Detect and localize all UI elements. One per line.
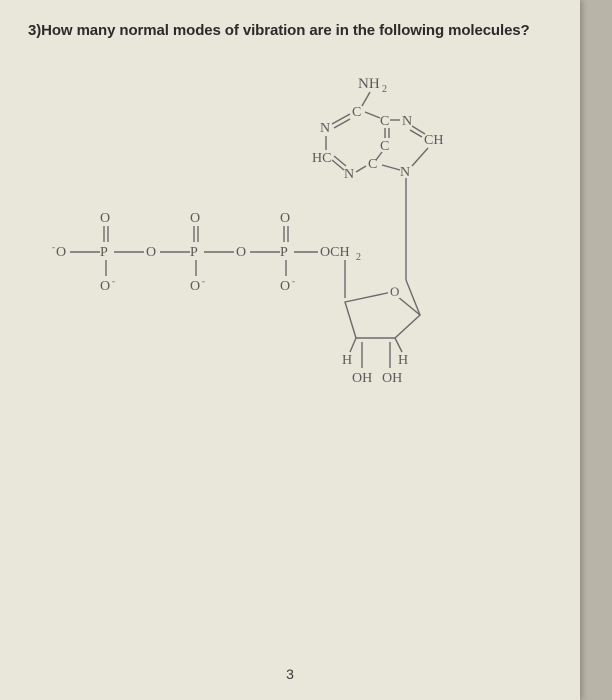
page-number: 3 — [0, 666, 580, 682]
n1: N — [320, 121, 330, 136]
bond — [376, 152, 382, 160]
bond — [356, 166, 366, 172]
o-bridge-2: O — [236, 245, 246, 260]
nh2-label: NH — [358, 76, 380, 92]
p2-neg: - — [202, 276, 205, 286]
o-left: O — [56, 245, 66, 260]
n9: N — [400, 165, 410, 180]
bond — [334, 119, 350, 128]
bond — [412, 148, 428, 166]
ribose-o: O — [390, 284, 399, 299]
c-top-right: C — [380, 114, 389, 129]
p1: P — [100, 245, 108, 260]
p3: P — [280, 245, 288, 260]
bond — [362, 92, 370, 106]
ribose-ring — [345, 292, 420, 338]
bond — [382, 165, 400, 170]
nh2-sub: 2 — [382, 84, 387, 95]
ch: CH — [424, 133, 443, 148]
och2-sub: 2 — [356, 252, 361, 263]
hc: HC — [312, 151, 331, 166]
p1-o-neg: O — [100, 279, 110, 294]
molecule-diagram: NH 2 C N C N HC N C — [0, 70, 580, 400]
bond — [395, 338, 402, 352]
p2-o-dbl: O — [190, 211, 200, 226]
paper-sheet: 3)How many normal modes of vibration are… — [0, 0, 580, 700]
bond — [365, 112, 380, 118]
c-top-left: C — [352, 105, 361, 120]
p2: P — [190, 245, 198, 260]
neg: - — [52, 242, 55, 252]
oh-left: OH — [352, 371, 372, 386]
p1-neg: - — [112, 276, 115, 286]
bond — [332, 114, 350, 124]
och2: OCH — [320, 245, 350, 260]
bond — [334, 156, 346, 166]
oh-right: OH — [382, 371, 402, 386]
bond — [350, 338, 356, 352]
h-right: H — [398, 353, 408, 368]
p3-o-neg: O — [280, 279, 290, 294]
n3: N — [344, 167, 354, 182]
question-text: 3)How many normal modes of vibration are… — [28, 22, 552, 39]
n-right: N — [402, 114, 412, 129]
p3-neg: - — [292, 276, 295, 286]
o-bridge-1: O — [146, 245, 156, 260]
p1-o-dbl: O — [100, 211, 110, 226]
h-left: H — [342, 353, 352, 368]
p3-o-dbl: O — [280, 211, 290, 226]
bond — [332, 160, 344, 170]
p2-o-neg: O — [190, 279, 200, 294]
